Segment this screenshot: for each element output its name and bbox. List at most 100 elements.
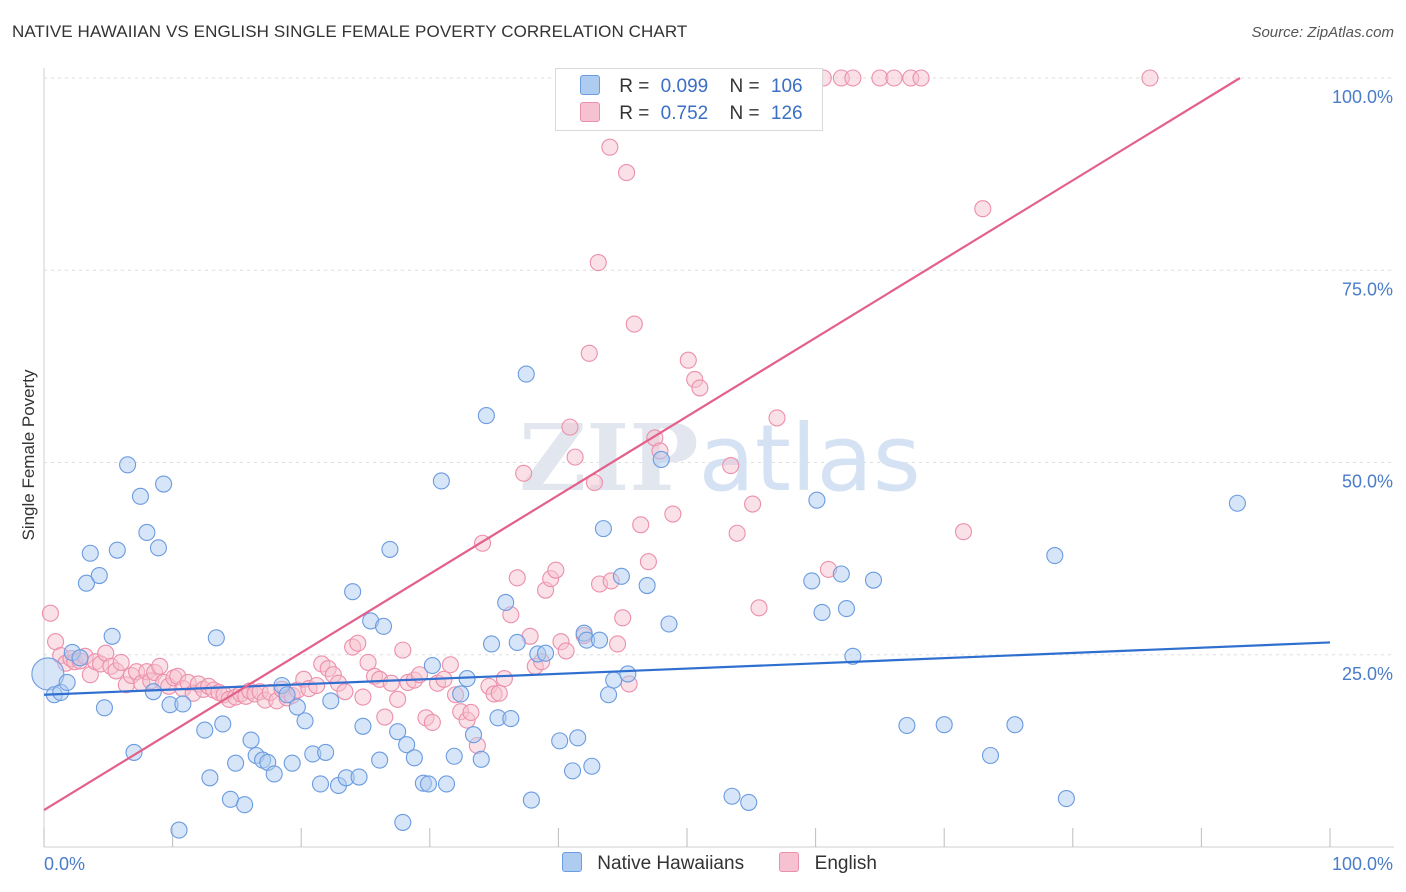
legend-item-native-hawaiians: Native Hawaiians — [562, 852, 744, 875]
y-tick-label: 75.0% — [1342, 279, 1393, 299]
native-hawaiian-point — [482, 635, 501, 653]
native-hawaiian-point — [207, 629, 225, 647]
native-hawaiian-point — [502, 710, 520, 728]
english-point — [112, 653, 130, 671]
native-hawaiian-point — [551, 732, 569, 750]
native-hawaiian-point — [652, 450, 670, 468]
native-hawaiian-point — [354, 717, 372, 735]
english-point — [349, 634, 367, 652]
english-point — [394, 641, 412, 659]
english-point — [722, 457, 740, 475]
native-hawaiian-point — [437, 775, 456, 793]
chart-title: NATIVE HAWAIIAN VS ENGLISH SINGLE FEMALE… — [12, 22, 688, 41]
native-hawaiian-point — [405, 749, 423, 767]
native-hawaiian-point — [837, 600, 856, 618]
english-point — [954, 523, 973, 541]
y-tick-label: 25.0% — [1342, 664, 1393, 684]
english-point — [768, 409, 786, 427]
english-point — [336, 683, 354, 701]
native-hawaiian-point — [398, 736, 416, 754]
english-point — [580, 344, 598, 362]
native-hawaiian-point — [619, 665, 637, 683]
native-hawaiian-point — [612, 567, 630, 585]
native-hawaiian-point — [317, 743, 335, 761]
english-point — [376, 708, 394, 726]
native-hawaiian-point — [1057, 790, 1075, 808]
native-hawaiian-point — [497, 593, 515, 612]
english-point — [728, 524, 746, 542]
native-hawaiian-point — [844, 647, 862, 665]
english-point — [490, 684, 508, 702]
english-swatch — [779, 852, 800, 872]
native-hawaiian-point — [131, 487, 149, 505]
native-hawaiian-point — [1006, 716, 1024, 734]
english-point — [566, 448, 584, 466]
english-point — [462, 703, 480, 721]
native-hawaiian-point — [898, 716, 916, 735]
native-hawaiian-point — [227, 754, 245, 772]
native-hawaiian-point — [660, 615, 678, 633]
native-swatch — [562, 852, 582, 872]
native-hawaiian-point — [236, 796, 254, 814]
native-hawaiian-point — [278, 686, 296, 704]
english-point — [609, 635, 627, 653]
source-label: Source: ZipAtlas.com — [1251, 24, 1394, 41]
native-hawaiian-point — [808, 491, 826, 509]
y-axis-label: Single Female Poverty — [19, 369, 38, 541]
english-point — [625, 315, 643, 333]
english-point — [618, 164, 636, 182]
english-trend-line — [43, 77, 1241, 812]
english-point — [585, 473, 603, 492]
legend-row-native: R = 0.099 N = 106 — [580, 75, 803, 99]
english-points — [41, 69, 1159, 755]
english-point — [354, 688, 372, 706]
native-hawaiian-point — [477, 407, 495, 425]
native-hawaiian-point — [472, 750, 490, 768]
native-hawaiian-point — [196, 721, 214, 739]
grid-lines — [44, 77, 1394, 656]
legend-label-english: English — [814, 853, 877, 874]
native-hawaiian-point — [594, 520, 612, 538]
english-point — [679, 351, 697, 369]
native-hawaiian-point — [452, 685, 470, 703]
english-point — [495, 670, 513, 688]
legend-r-label: R = — [619, 103, 650, 124]
x-tick-label: 0.0% — [44, 854, 85, 874]
english-point — [382, 674, 400, 692]
native-hawaiian-point — [563, 762, 582, 780]
x-tick-label: 100.0% — [1332, 854, 1393, 874]
english-point — [41, 604, 59, 622]
native-hawaiian-point — [508, 633, 526, 651]
native-hawaiian-point — [119, 456, 137, 474]
legend-n-value: 106 — [770, 76, 803, 97]
english-point — [508, 569, 526, 587]
native-hawaiian-point — [864, 571, 883, 589]
legend-label-native-hawaiians: Native Hawaiians — [597, 853, 745, 874]
native-hawaiian-point — [445, 747, 463, 765]
native-hawaiian-point — [77, 574, 95, 592]
series-legend: Native Hawaiians English — [562, 852, 907, 875]
y-tick-label: 100.0% — [1332, 87, 1393, 107]
english-point — [750, 599, 768, 617]
native-hawaiian-point — [638, 576, 656, 595]
axes — [43, 68, 1394, 848]
english-point — [744, 495, 762, 513]
english-point — [639, 553, 657, 571]
x-tick-labels: 0.0% 100.0% — [44, 854, 1393, 874]
english-point — [308, 676, 326, 695]
native-hawaiian-point — [371, 751, 389, 769]
english-point — [912, 69, 930, 87]
native-hawaiian-point — [423, 656, 441, 675]
english-point — [664, 505, 682, 523]
native-hawaiian-point — [201, 769, 219, 787]
native-hawaiian-point — [981, 746, 1000, 765]
native-hawaiian-point — [935, 716, 953, 734]
english-point — [885, 69, 903, 87]
legend-n-label: N = — [729, 103, 760, 124]
native-hawaiian-point — [803, 572, 821, 590]
native-hawaiian-point — [90, 566, 108, 585]
english-point — [614, 609, 632, 627]
native-hawaiian-point — [344, 583, 362, 601]
native-hawaiian-point — [144, 683, 162, 701]
english-point — [601, 138, 619, 156]
